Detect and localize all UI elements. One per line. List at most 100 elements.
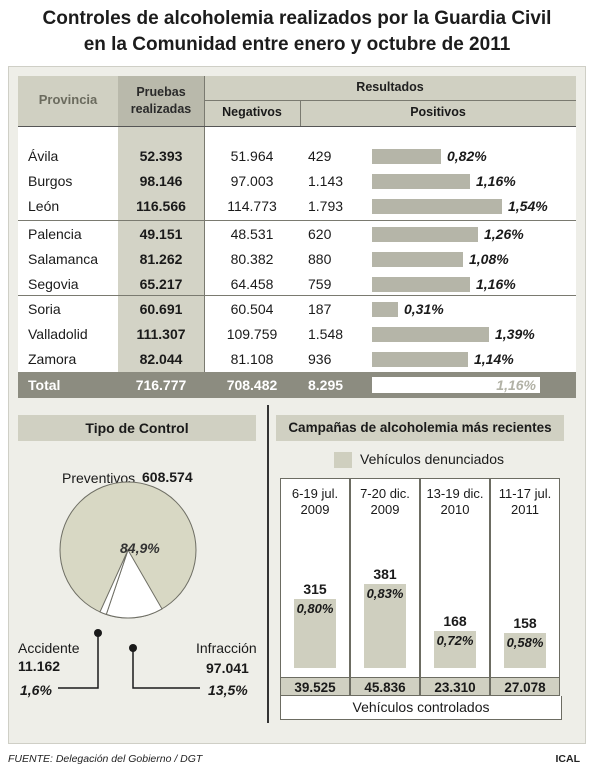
- tipo-control-pie: [58, 481, 200, 689]
- campanas-title: Campañas de alcoholemia más recientes: [276, 415, 564, 441]
- negativos-cell: 51.964: [230, 148, 274, 164]
- provincia-cell: Soria: [28, 301, 61, 317]
- table-row: Burgos 98.146 97.003 1.143 1,16%: [18, 169, 576, 194]
- positivos-cell: 936: [308, 351, 332, 367]
- pruebas-cell: 81.262: [139, 251, 183, 267]
- tipo-control-title: Tipo de Control: [18, 415, 256, 441]
- total-bar: [372, 377, 540, 393]
- provincia-cell: Segovia: [28, 276, 79, 292]
- positivos-cell: 620: [308, 226, 332, 242]
- positivos-bar: [372, 327, 489, 342]
- campaign-bar: [294, 599, 336, 668]
- pruebas-cell: 116.566: [136, 198, 186, 214]
- campaign-period: 13-19 dic. 2010: [420, 486, 490, 518]
- controlados-footer: Vehículos controlados: [280, 696, 562, 720]
- pruebas-cell: 111.307: [136, 326, 186, 342]
- provincia-cell: León: [28, 198, 60, 214]
- pruebas-header-band: [118, 76, 204, 126]
- infraccion-pct: 13,5%: [208, 682, 248, 698]
- header-pruebas: Pruebas realizadas: [118, 84, 204, 118]
- campaign-period-year: 2010: [440, 502, 470, 517]
- positivos-bar: [372, 252, 463, 267]
- accidente-leader-dot: [94, 629, 102, 637]
- negativos-cell: 48.531: [230, 226, 274, 242]
- campaign-denunciados: 168: [443, 613, 467, 629]
- campaign-period-dates: 7-20 dic.: [360, 486, 410, 501]
- table-row: Ávila 52.393 51.964 429 0,82%: [18, 144, 576, 169]
- provincia-cell: Zamora: [28, 351, 77, 367]
- positivos-cell: 187: [308, 301, 332, 317]
- preventivos-value: 608.574: [142, 469, 193, 485]
- table-row: Soria 60.691 60.504 187 0,31%: [18, 297, 576, 322]
- group-divider: [18, 295, 576, 296]
- panel-separator: [267, 405, 269, 723]
- header-pruebas-line1: Pruebas: [136, 85, 186, 99]
- positivos-bar: [372, 227, 478, 242]
- provincia-cell: Ávila: [28, 148, 59, 164]
- campaign-bar: [434, 631, 476, 668]
- campaign-period-dates: 13-19 dic.: [426, 486, 484, 501]
- campaign-period: 6-19 jul. 2009: [280, 486, 350, 518]
- campaign-denunciados: 381: [373, 566, 397, 582]
- campaign-period-year: 2011: [511, 502, 539, 517]
- infraccion-leader-line: [132, 648, 200, 689]
- positivos-cell: 1.793: [308, 198, 344, 214]
- positivos-pct: 1,16%: [476, 173, 516, 189]
- pruebas-cell: 82.044: [139, 351, 183, 367]
- total-pct: 1,16%: [496, 377, 536, 393]
- table-row: León 116.566 114.773 1.793 1,54%: [18, 194, 576, 219]
- campaign-pct: 0,58%: [506, 635, 544, 650]
- table-header-band: [18, 76, 576, 126]
- credit: ICAL: [555, 753, 581, 765]
- preventivos-label: Preventivos: [62, 470, 136, 486]
- campaign-pct: 0,80%: [296, 601, 334, 616]
- pruebas-cell: 98.146: [139, 173, 183, 189]
- campaign-period: 11-17 jul. 2011: [490, 486, 560, 518]
- pie-slice-infraccion: [105, 548, 163, 619]
- provincia-cell: Salamanca: [28, 251, 99, 267]
- group-divider: [18, 220, 576, 221]
- positivos-cell: 880: [308, 251, 332, 267]
- positivos-pct: 0,82%: [447, 148, 487, 164]
- table-row: Zamora 82.044 81.108 936 1,14%: [18, 347, 576, 372]
- campaign-controlados: 23.310: [420, 677, 490, 696]
- positivos-bar: [372, 277, 470, 292]
- provincia-cell: Valladolid: [28, 326, 88, 342]
- accidente-value: 11.162: [18, 658, 61, 674]
- campaign-period-dates: 11-17 jul.: [498, 486, 552, 501]
- positivos-cell: 1.143: [308, 173, 344, 189]
- table-row: Palencia 49.151 48.531 620 1,26%: [18, 222, 576, 247]
- table-row: Segovia 65.217 64.458 759 1,16%: [18, 272, 576, 297]
- positivos-cell: 429: [308, 148, 332, 164]
- campaign-controlados: 27.078: [490, 677, 560, 696]
- pruebas-cell: 60.691: [139, 301, 183, 317]
- pruebas-cell: 52.393: [139, 148, 183, 164]
- infraccion-leader-dot: [129, 644, 137, 652]
- negativos-cell: 97.003: [230, 173, 274, 189]
- header-bottom-line: [18, 126, 576, 127]
- controlados-label: Vehículos controlados: [352, 699, 490, 715]
- header-divider: [204, 100, 576, 101]
- accidente-pct: 1,6%: [20, 682, 52, 698]
- negativos-cell: 64.458: [230, 276, 274, 292]
- total-positivos: 8.295: [308, 377, 344, 393]
- title-line-1: Controles de alcoholemia realizados por …: [42, 8, 552, 29]
- positivos-bar: [372, 199, 502, 214]
- campaign-period: 7-20 dic. 2009: [350, 486, 420, 518]
- positivos-pct: 1,54%: [508, 198, 548, 214]
- infraccion-label: Infracción: [196, 640, 257, 656]
- negativos-cell: 60.504: [230, 301, 274, 317]
- preventivos-pct: 84,9%: [120, 540, 160, 556]
- header-negativos: Negativos: [222, 105, 282, 119]
- positivos-cell: 759: [308, 276, 332, 292]
- campaign-pct: 0,83%: [366, 586, 404, 601]
- results-table: Provincia Pruebas realizadas Resultados …: [18, 76, 576, 398]
- campaign-period-year: 2009: [300, 502, 330, 517]
- accidente-label: Accidente: [18, 640, 80, 656]
- positivos-pct: 1,08%: [469, 251, 509, 267]
- provincia-cell: Burgos: [28, 173, 73, 189]
- positivos-pct: 1,16%: [476, 276, 516, 292]
- column-divider: [204, 76, 205, 372]
- total-row: Total 716.777 708.482 8.295 1,16%: [18, 372, 576, 398]
- legend-swatch: [334, 452, 352, 468]
